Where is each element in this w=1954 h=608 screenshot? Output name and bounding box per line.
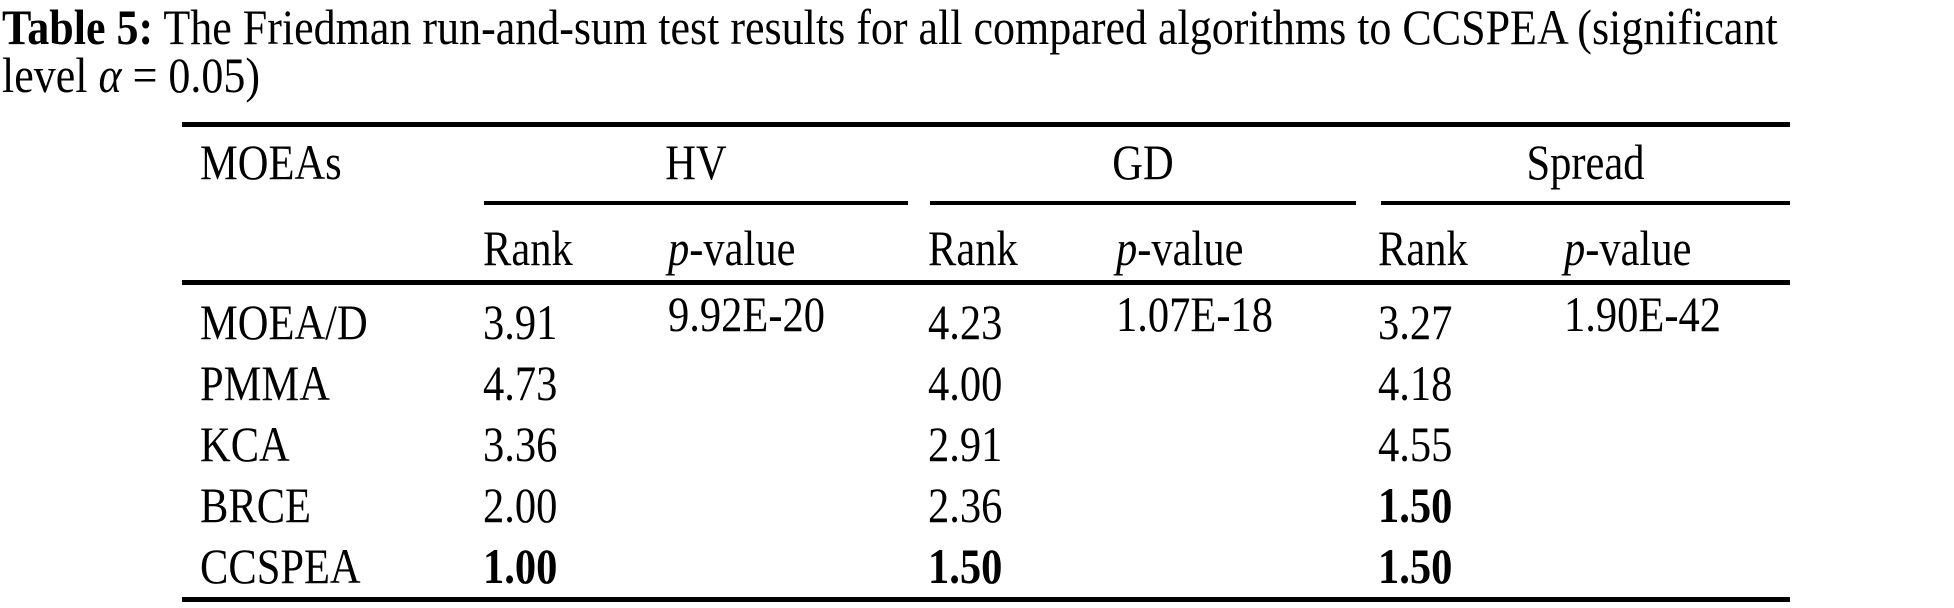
alpha-symbol: α [98, 47, 122, 103]
value-text: -value [689, 220, 796, 276]
p-italic: p [1564, 220, 1586, 276]
cell-hv-rank: 2.00 [483, 477, 558, 533]
subheader-hv-pvalue: p-value [668, 221, 795, 275]
cell-spread-rank: 4.55 [1378, 416, 1453, 472]
cell-hv-pvalue: 9.92E-20 [668, 286, 825, 342]
table-bottom-rule [182, 597, 1790, 602]
cell-spread-pvalue: 1.90E-42 [1564, 286, 1721, 342]
cell-spread-rank: 1.50 [1378, 538, 1453, 594]
spread-group-rule [1381, 201, 1790, 205]
subheader-hv-rank: Rank [483, 220, 573, 276]
subheader-gd-rank: Rank [928, 220, 1018, 276]
column-header-moeas: MOEAs [200, 134, 342, 190]
table-row-kca: KCA 3.36 2.91 4.55 [182, 414, 1790, 474]
cell-algorithm-name: BRCE [200, 477, 312, 533]
caption-table-number: Table 5: [2, 0, 154, 55]
sub-header-row: Rank p-value Rank p-value Rank p-value [182, 221, 1790, 275]
subheader-spread-pvalue: p-value [1564, 221, 1691, 275]
table-row-moead: MOEA/D 3.91 9.92E-20 4.23 1.07E-18 3.27 … [182, 286, 1790, 352]
column-header-spread: Spread [1526, 134, 1645, 190]
header-body-rule [182, 280, 1790, 285]
value-text: -value [1137, 220, 1244, 276]
cell-gd-pvalue: 1.07E-18 [1116, 286, 1273, 342]
hv-group-rule [484, 201, 908, 205]
cell-algorithm-name: CCSPEA [200, 538, 361, 594]
subheader-spread-rank: Rank [1378, 220, 1468, 276]
gd-group-rule [930, 201, 1356, 205]
cell-gd-rank: 2.91 [928, 416, 1003, 472]
value-text: -value [1585, 220, 1692, 276]
cell-gd-rank: 2.36 [928, 477, 1003, 533]
table-top-rule [182, 122, 1790, 127]
caption-alpha-value: = 0.05) [121, 47, 261, 103]
cell-hv-rank: 1.00 [483, 538, 558, 594]
caption-line-1: Table 5: The Friedman run-and-sum test r… [2, 2, 1954, 52]
cell-spread-rank: 3.27 [1378, 294, 1453, 350]
caption-text: The Friedman run-and-sum test results fo… [153, 0, 1778, 55]
cell-algorithm-name: MOEA/D [200, 294, 368, 350]
column-header-gd: GD [1112, 134, 1174, 190]
cell-gd-rank: 1.50 [928, 538, 1003, 594]
results-table: MOEAs HV GD Spread Rank p-value Rank p-v… [182, 122, 1790, 604]
table-row-ccspea: CCSPEA 1.00 1.50 1.50 [182, 536, 1790, 596]
cell-hv-rank: 3.36 [483, 416, 558, 472]
cell-hv-rank: 4.73 [483, 355, 558, 411]
cell-spread-rank: 4.18 [1378, 355, 1453, 411]
cell-hv-rank: 3.91 [483, 294, 558, 350]
cell-algorithm-name: PMMA [200, 355, 330, 411]
group-header-row: MOEAs HV GD Spread [182, 134, 1790, 190]
cell-spread-rank: 1.50 [1378, 477, 1453, 533]
table-row-pmma: PMMA 4.73 4.00 4.18 [182, 353, 1790, 413]
subheader-gd-pvalue: p-value [1116, 221, 1243, 275]
p-italic: p [668, 220, 690, 276]
table-caption: Table 5: The Friedman run-and-sum test r… [2, 2, 1954, 100]
cell-algorithm-name: KCA [200, 416, 290, 472]
cell-gd-rank: 4.23 [928, 294, 1003, 350]
caption-line-2: level α = 0.05) [2, 50, 1954, 100]
column-header-hv: HV [665, 134, 727, 190]
caption-level-text: level [2, 47, 99, 103]
cell-gd-rank: 4.00 [928, 355, 1003, 411]
table-row-brce: BRCE 2.00 2.36 1.50 [182, 475, 1790, 535]
p-italic: p [1116, 220, 1138, 276]
